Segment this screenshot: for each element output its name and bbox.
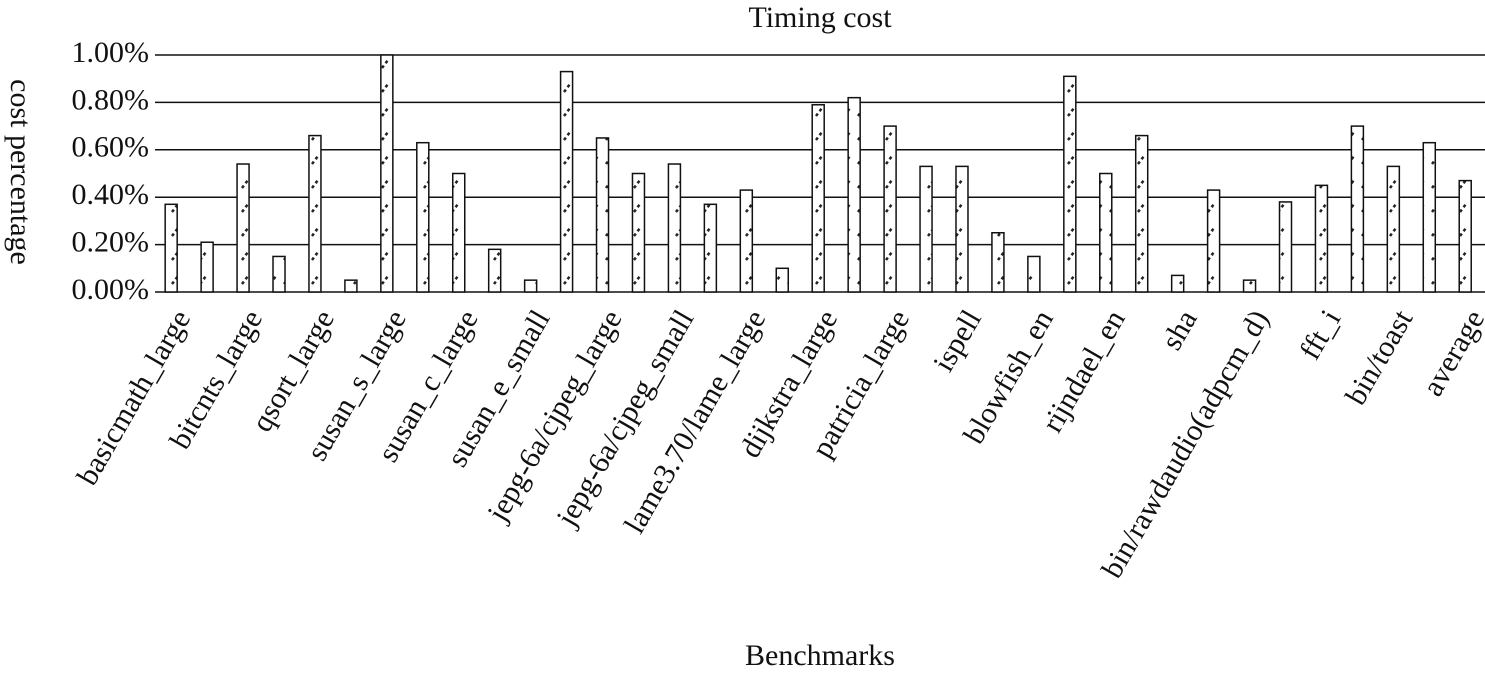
bar <box>883 125 897 293</box>
bar <box>523 279 538 293</box>
y-tick-label: 1.00% <box>72 36 150 69</box>
bar <box>1242 279 1257 293</box>
x-axis-label: Benchmarks <box>745 639 895 672</box>
y-axis-label: cost percentage <box>4 79 37 265</box>
bar <box>1350 125 1365 293</box>
y-tick-label: 0.40% <box>72 178 150 211</box>
bar <box>919 165 933 293</box>
bar <box>236 163 250 293</box>
bar <box>416 141 430 293</box>
bar <box>631 172 646 293</box>
bar <box>1063 75 1077 293</box>
bar <box>487 248 502 293</box>
bar <box>1170 274 1185 293</box>
bar <box>164 203 178 293</box>
bar <box>955 165 969 293</box>
bar <box>1206 189 1221 293</box>
bar <box>1458 179 1472 293</box>
bar <box>1099 172 1113 293</box>
bar <box>1422 141 1437 293</box>
y-tick-label: 0.60% <box>72 131 150 164</box>
x-tick-label: sha <box>1155 304 1204 355</box>
bar <box>344 279 358 293</box>
x-tick-label: average <box>1416 304 1485 401</box>
x-tick-label: basicmath_large <box>71 304 198 490</box>
bar <box>739 189 754 293</box>
bar <box>667 163 682 293</box>
y-tick-label: 0.80% <box>72 83 150 116</box>
bar <box>1134 134 1149 293</box>
bar <box>1278 201 1293 293</box>
bar <box>200 241 214 293</box>
bar <box>451 172 466 293</box>
bar <box>1314 184 1329 293</box>
bar <box>272 255 286 293</box>
bar <box>991 232 1005 293</box>
bar <box>775 267 790 293</box>
chart-title: Timing cost <box>748 1 892 34</box>
bar <box>1027 255 1041 293</box>
y-tick-label: 0.00% <box>72 273 150 306</box>
bar <box>308 134 322 293</box>
x-tick-label: ispell <box>927 304 988 377</box>
x-tick-label: fft_i <box>1293 304 1347 365</box>
bar <box>595 137 610 293</box>
bar <box>847 96 861 293</box>
bar <box>703 203 718 293</box>
bar <box>811 104 825 293</box>
bar <box>380 54 394 293</box>
bar <box>559 70 574 293</box>
bar <box>1386 165 1401 293</box>
x-tick-label: bin/toast <box>1339 304 1420 411</box>
y-tick-label: 0.20% <box>72 225 150 258</box>
